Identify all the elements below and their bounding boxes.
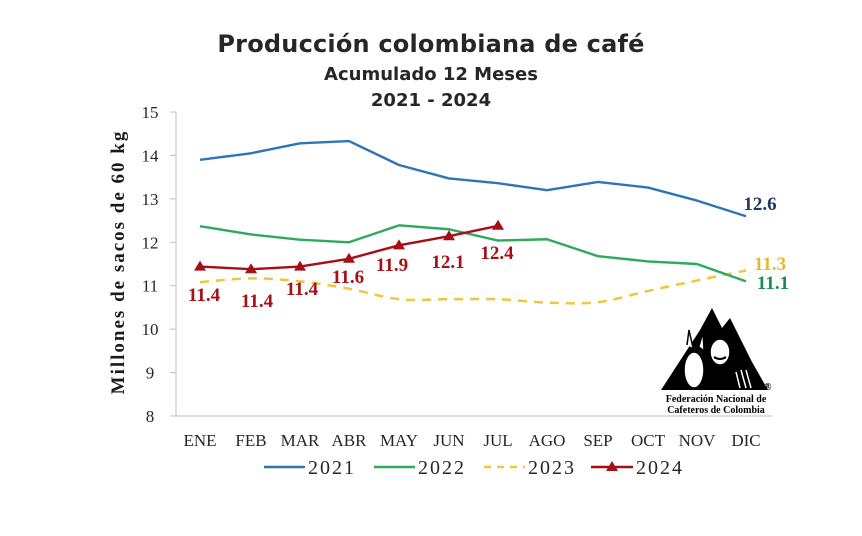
data-label-2023: 11.3 — [754, 254, 786, 275]
x-tick-label: ENE — [183, 431, 216, 450]
data-label-2024: 11.4 — [241, 291, 274, 312]
y-tick-label: 9 — [146, 364, 155, 383]
y-tick-label: 13 — [142, 190, 159, 209]
x-axis: ENE FEB MAR ABR MAY JUN JUL AGO SEP OCT NOV DIC — [176, 415, 772, 450]
series-layer — [194, 139, 747, 305]
fnc-logo: ® Federación Nacional de Cafeteros de Co… — [661, 308, 772, 416]
chart-title: Producción colombiana de café — [217, 30, 645, 58]
triangle-marker-icon — [492, 219, 504, 230]
series-2024 — [194, 219, 504, 274]
y-tick-label: 11 — [142, 277, 158, 296]
legend-item-2022: 2022 — [374, 457, 466, 479]
x-tick-label: MAY — [380, 431, 418, 450]
legend-label: 2024 — [636, 457, 684, 479]
x-tick-label: DIC — [731, 431, 760, 450]
data-label-2024: 11.9 — [376, 255, 408, 276]
data-label-2021: 12.6 — [743, 194, 776, 215]
y-axis: 8 9 10 11 12 13 14 15 — [142, 103, 177, 426]
data-label-2024: 11.6 — [332, 267, 364, 288]
data-label-2024: 12.4 — [480, 243, 514, 264]
chart-year-range: 2021 - 2024 — [370, 90, 492, 111]
data-label-2024: 11.4 — [286, 279, 319, 300]
triangle-marker-icon — [294, 260, 306, 271]
x-tick-label: ABR — [332, 431, 368, 450]
data-label-2024: 11.4 — [188, 285, 221, 306]
triangle-marker-icon — [606, 461, 618, 471]
y-tick-label: 10 — [142, 320, 159, 339]
y-tick-label: 12 — [142, 233, 159, 252]
x-tick-label: JUN — [433, 431, 464, 450]
x-tick-label: MAR — [281, 431, 320, 450]
poncho-stripes — [735, 369, 752, 389]
y-tick-label: 8 — [146, 407, 155, 426]
triangle-marker-icon — [443, 230, 455, 241]
triangle-marker-icon — [343, 252, 355, 263]
triangle-marker-icon — [245, 263, 257, 274]
data-labels: 12.6 11.111.3 11.4 11.4 11.4 11.6 11.9 12.1 12.4 — [188, 194, 789, 312]
legend-label: 2023 — [528, 457, 576, 479]
farmer-face-icon — [709, 338, 731, 366]
y-tick-label: 14 — [142, 146, 160, 165]
farmer-mustache — [713, 356, 727, 360]
legend: 2021 2022 2023 2024 — [264, 457, 684, 479]
legend-item-2021: 2021 — [264, 457, 356, 479]
mule-ears-icon — [686, 329, 705, 351]
data-label-2024: 12.1 — [431, 252, 464, 273]
x-tick-label: FEB — [235, 431, 266, 450]
x-tick-label: JUL — [483, 431, 512, 450]
x-tick-label: SEP — [583, 431, 612, 450]
legend-item-2023: 2023 — [484, 457, 576, 479]
x-tick-label: AGO — [529, 431, 566, 450]
series-2022 — [199, 224, 747, 283]
triangle-marker-icon — [393, 239, 405, 250]
y-tick-label: 15 — [142, 103, 159, 122]
mule-head-icon — [683, 351, 705, 389]
farmer-hat-icon — [704, 335, 737, 347]
series-2021 — [199, 139, 747, 218]
data-label-2022: 11.1 — [757, 273, 789, 294]
x-tick-label: NOV — [679, 431, 717, 450]
legend-label: 2021 — [308, 457, 356, 479]
triangle-marker-icon — [194, 260, 206, 271]
logo-text-line2: Cafeteros de Colombia — [667, 405, 765, 416]
legend-item-2024: 2024 — [591, 457, 684, 479]
x-tick-label: OCT — [631, 431, 666, 450]
series-2023 — [199, 269, 747, 305]
y-axis-label: Millones de sacos de 60 kg — [108, 130, 129, 395]
legend-label: 2022 — [418, 457, 466, 479]
logo-text-line1: Federación Nacional de — [666, 394, 767, 405]
registered-mark: ® — [764, 382, 772, 393]
chart-subtitle: Acumulado 12 Meses — [324, 64, 538, 85]
